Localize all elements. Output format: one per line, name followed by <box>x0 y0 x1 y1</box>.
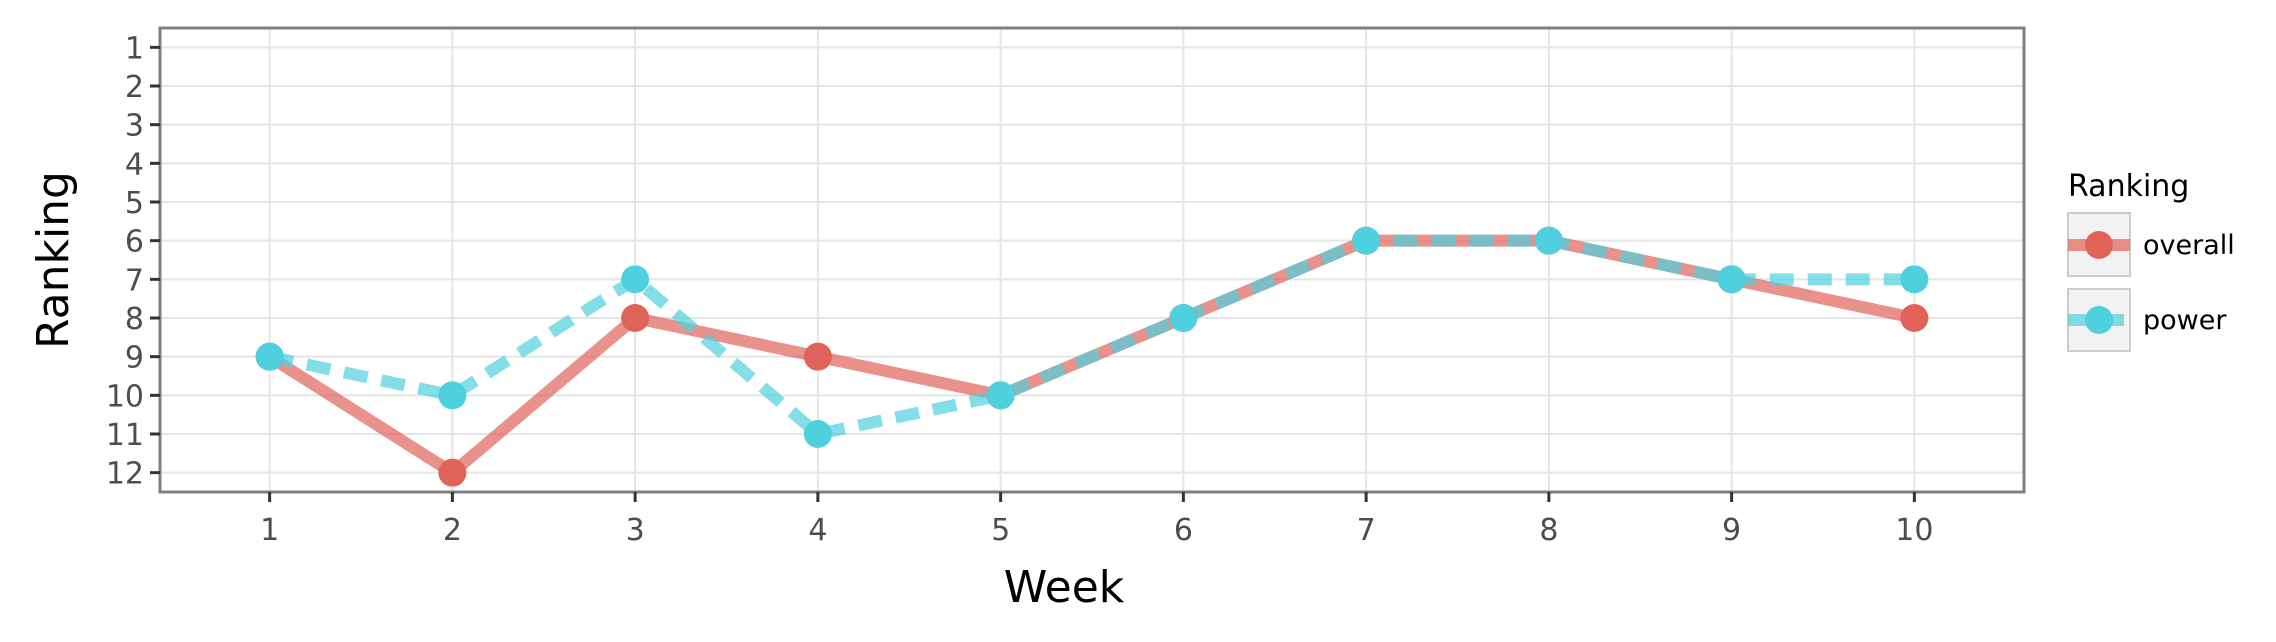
data-point-power <box>1352 226 1381 255</box>
x-tick-label: 10 <box>1895 513 1933 548</box>
y-tick-label: 3 <box>125 109 144 144</box>
legend-label-power: power <box>2143 305 2227 336</box>
x-tick-label: 6 <box>1174 513 1193 548</box>
data-point-power <box>986 381 1015 410</box>
grid <box>160 28 2024 492</box>
data-point-overall <box>438 458 467 487</box>
data-point-overall <box>1900 304 1929 332</box>
y-tick-label: 9 <box>125 341 144 376</box>
y-tick-label: 12 <box>106 457 144 492</box>
x-tick-label: 9 <box>1722 513 1741 548</box>
data-point-overall <box>803 342 832 371</box>
data-point-power <box>255 342 284 371</box>
legend-marker-overall <box>2085 231 2113 259</box>
legend: Ranking overall power <box>2067 169 2235 352</box>
legend-item-overall: overall <box>2067 212 2235 277</box>
x-tick-label: 1 <box>260 513 279 548</box>
x-tick-label: 3 <box>626 513 645 548</box>
legend-item-power: power <box>2067 288 2227 352</box>
x-tick-label: 2 <box>443 513 462 548</box>
series-line-power <box>268 234 1915 440</box>
x-tick-label: 8 <box>1539 513 1558 548</box>
data-point-power <box>1900 265 1929 294</box>
y-tick-label: 10 <box>106 379 144 414</box>
x-tick-label: 7 <box>1357 513 1376 548</box>
data-point-power <box>1717 265 1746 294</box>
y-tick-label: 11 <box>106 418 144 453</box>
legend-title: Ranking <box>2068 169 2189 204</box>
x-axis-title: Week <box>1004 562 1125 613</box>
panel-background <box>160 28 2024 492</box>
y-tick-label: 2 <box>125 70 144 105</box>
data-point-power <box>621 265 650 294</box>
data-point-power <box>438 381 467 410</box>
y-axis-title: Ranking <box>28 171 79 349</box>
y-tick-label: 4 <box>125 147 144 182</box>
panel-border <box>158 26 2026 494</box>
y-tick-label: 1 <box>125 31 144 66</box>
y-tick-label: 8 <box>125 302 144 337</box>
legend-marker-power <box>2085 306 2113 334</box>
legend-label-overall: overall <box>2143 230 2235 261</box>
data-point-power <box>1534 226 1563 255</box>
data-point-overall <box>621 304 650 332</box>
y-tick-label: 6 <box>125 225 144 260</box>
series-layer <box>255 226 1929 487</box>
x-tick-label: 5 <box>991 513 1010 548</box>
y-tick-label: 5 <box>125 186 144 221</box>
x-tick-label: 4 <box>808 513 827 548</box>
data-point-power <box>803 420 832 448</box>
data-point-power <box>1169 304 1198 332</box>
y-tick-label: 7 <box>125 263 144 298</box>
